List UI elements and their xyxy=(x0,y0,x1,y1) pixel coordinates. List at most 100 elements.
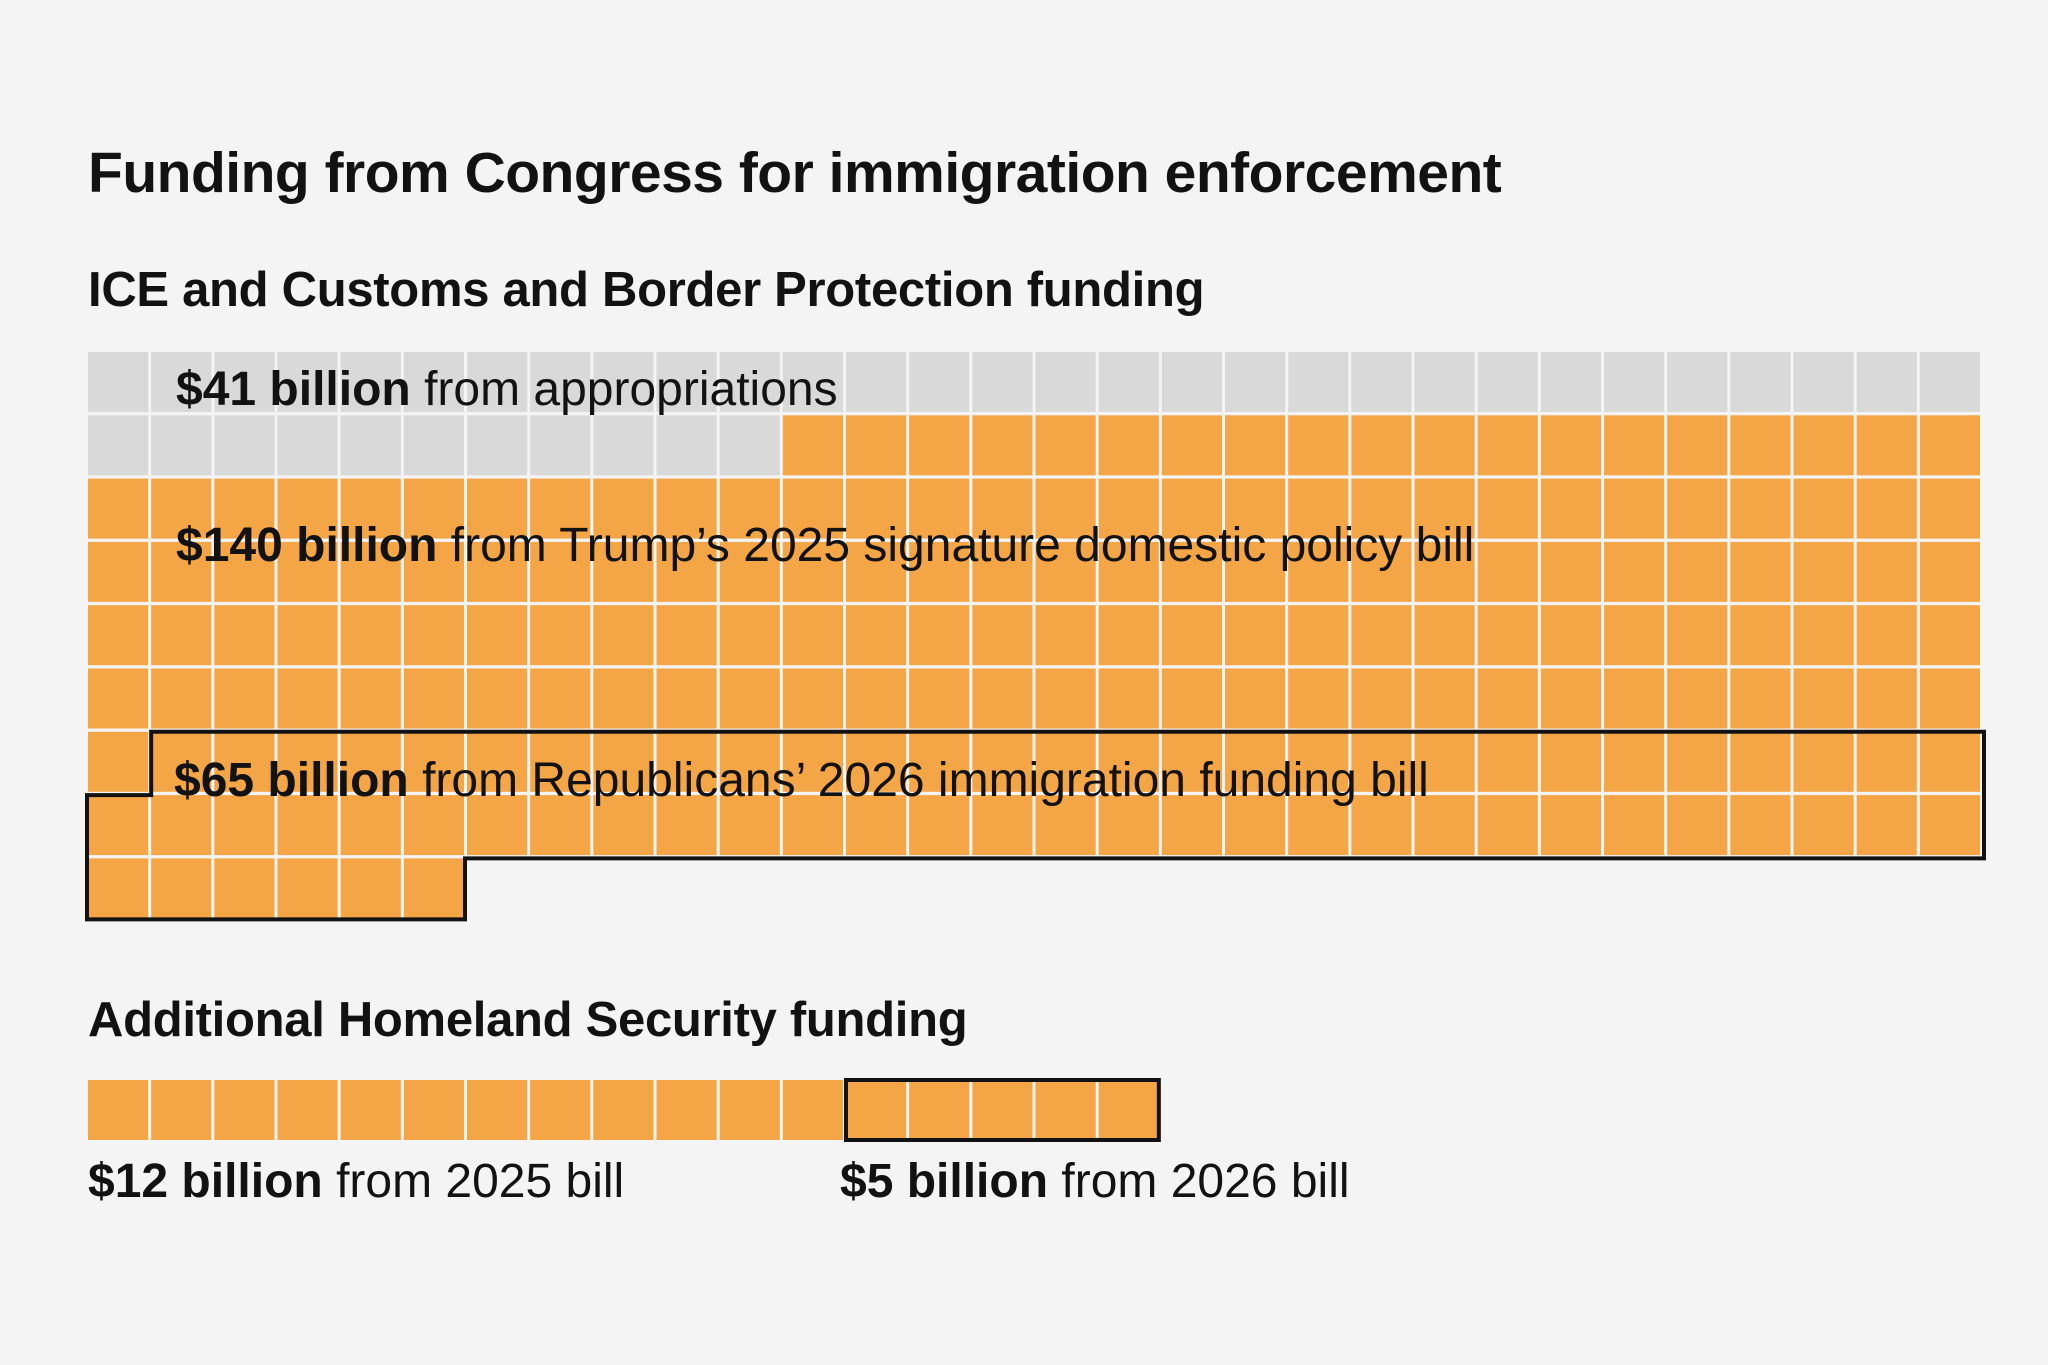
ice-cbp-square xyxy=(1098,415,1159,476)
ice-cbp-square xyxy=(214,668,275,729)
ice-cbp-square xyxy=(88,541,149,602)
ice-cbp-square xyxy=(1730,352,1791,412)
ice-cbp-square xyxy=(151,731,212,792)
ice-cbp-square xyxy=(1035,478,1096,539)
ice-cbp-square xyxy=(782,352,843,412)
ice-cbp-square xyxy=(656,415,717,476)
ice-cbp-square xyxy=(1667,605,1728,666)
ice-cbp-square xyxy=(1540,415,1601,476)
ice-cbp-square xyxy=(1856,541,1917,602)
ice-cbp-square xyxy=(1667,668,1728,729)
section-title-ice-cbp: ICE and Customs and Border Protection fu… xyxy=(88,263,1205,317)
ice-cbp-square xyxy=(88,605,149,666)
ice-cbp-square xyxy=(846,541,907,602)
ice-cbp-square xyxy=(214,478,275,539)
ice-cbp-square xyxy=(1161,605,1222,666)
ice-cbp-square xyxy=(1604,415,1665,476)
ice-cbp-square xyxy=(1793,668,1854,729)
ice-cbp-square xyxy=(593,352,654,412)
ice-cbp-square xyxy=(1667,352,1728,412)
ice-cbp-square xyxy=(1288,352,1349,412)
ice-cbp-square xyxy=(277,541,338,602)
ice-cbp-square xyxy=(593,478,654,539)
ice-cbp-square xyxy=(846,668,907,729)
ice-cbp-square xyxy=(1730,668,1791,729)
ice-cbp-square xyxy=(1604,731,1665,792)
ice-cbp-square xyxy=(1477,795,1538,856)
ice-cbp-square xyxy=(1414,795,1475,856)
ice-cbp-square xyxy=(340,605,401,666)
ice-cbp-square xyxy=(403,352,464,412)
ice-cbp-square xyxy=(1856,795,1917,856)
ice-cbp-square xyxy=(972,605,1033,666)
ice-cbp-square xyxy=(340,731,401,792)
ice-cbp-square xyxy=(530,795,591,856)
ice-cbp-square xyxy=(1288,541,1349,602)
ice-cbp-square xyxy=(1919,731,1980,792)
ice-cbp-square xyxy=(467,668,528,729)
ice-cbp-square xyxy=(1856,731,1917,792)
ice-cbp-square xyxy=(909,731,970,792)
ice-cbp-square xyxy=(340,795,401,856)
caption-2025-bill: $12 billion from 2025 bill xyxy=(88,1155,625,1208)
ice-cbp-square xyxy=(214,795,275,856)
ice-cbp-square xyxy=(1477,352,1538,412)
dhs-square xyxy=(88,1080,149,1140)
ice-cbp-square xyxy=(214,731,275,792)
ice-cbp-square xyxy=(719,668,780,729)
ice-cbp-square xyxy=(88,731,149,792)
ice-cbp-square xyxy=(1730,478,1791,539)
ice-cbp-square xyxy=(467,795,528,856)
ice-cbp-square xyxy=(1161,541,1222,602)
dhs-square xyxy=(214,1080,275,1140)
segment-label-2025-bill: $140 billion from Trump’s 2025 signature… xyxy=(176,519,1474,572)
ice-cbp-square xyxy=(1856,668,1917,729)
ice-cbp-square xyxy=(1667,731,1728,792)
ice-cbp-square xyxy=(782,731,843,792)
ice-cbp-square xyxy=(719,731,780,792)
ice-cbp-square xyxy=(530,605,591,666)
ice-cbp-square xyxy=(1351,478,1412,539)
ice-cbp-square xyxy=(88,795,149,856)
dhs-square xyxy=(1035,1080,1096,1140)
ice-cbp-square xyxy=(1793,731,1854,792)
ice-cbp-square xyxy=(340,478,401,539)
ice-cbp-square xyxy=(1793,795,1854,856)
ice-cbp-square xyxy=(340,858,401,919)
ice-cbp-square xyxy=(1161,731,1222,792)
ice-cbp-square xyxy=(1793,605,1854,666)
ice-cbp-square xyxy=(1477,605,1538,666)
ice-cbp-square xyxy=(277,795,338,856)
ice-cbp-square xyxy=(719,541,780,602)
ice-cbp-square xyxy=(1035,731,1096,792)
ice-cbp-square xyxy=(403,858,464,919)
ice-cbp-square xyxy=(1035,605,1096,666)
ice-cbp-square xyxy=(1035,352,1096,412)
ice-cbp-square xyxy=(846,478,907,539)
ice-cbp-square xyxy=(530,478,591,539)
ice-cbp-square xyxy=(1161,668,1222,729)
ice-cbp-square xyxy=(1856,352,1917,412)
ice-cbp-square xyxy=(909,352,970,412)
ice-cbp-square xyxy=(1919,668,1980,729)
ice-cbp-square xyxy=(1667,541,1728,602)
ice-cbp-square xyxy=(1604,352,1665,412)
ice-cbp-square xyxy=(656,478,717,539)
ice-cbp-square xyxy=(1919,478,1980,539)
ice-cbp-square xyxy=(1730,605,1791,666)
ice-cbp-square xyxy=(1856,605,1917,666)
ice-cbp-square xyxy=(909,541,970,602)
ice-cbp-square xyxy=(909,605,970,666)
ice-cbp-square xyxy=(1035,541,1096,602)
ice-cbp-square xyxy=(1288,478,1349,539)
chart-title: Funding from Congress for immigration en… xyxy=(88,141,1502,205)
ice-cbp-square xyxy=(277,668,338,729)
ice-cbp-square xyxy=(846,415,907,476)
ice-cbp-square xyxy=(782,795,843,856)
ice-cbp-square xyxy=(151,415,212,476)
ice-cbp-square xyxy=(1098,668,1159,729)
ice-cbp-square xyxy=(972,668,1033,729)
ice-cbp-square xyxy=(972,352,1033,412)
ice-cbp-square xyxy=(1351,795,1412,856)
ice-cbp-square xyxy=(593,795,654,856)
